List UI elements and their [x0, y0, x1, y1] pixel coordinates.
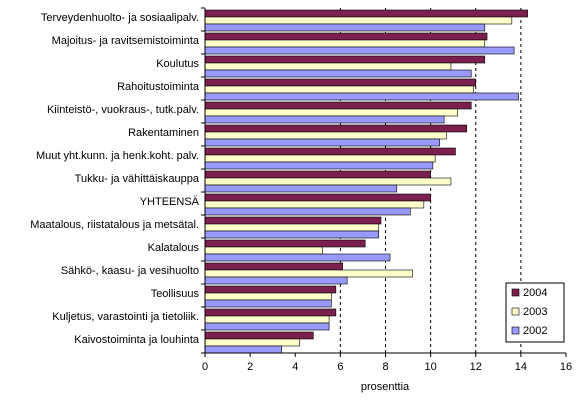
bar-2004	[204, 193, 431, 202]
bar-2004	[204, 32, 488, 41]
bar-2003	[204, 131, 447, 140]
bar-2004	[204, 124, 468, 133]
bar-2004	[204, 216, 382, 225]
bar-2004	[204, 78, 477, 87]
category-label: Koulutus	[156, 58, 199, 70]
bar-2004	[204, 55, 486, 64]
bar-2003	[204, 223, 380, 232]
x-tick-label: 8	[382, 361, 388, 373]
category-label: Kiinteistö-, vuokraus-, tutk.palv.	[47, 104, 199, 116]
category-label: Rahoitustoiminta	[117, 81, 200, 93]
bar-2004	[204, 101, 472, 110]
bar-2003	[204, 177, 452, 186]
category-labels: Terveydenhuolto- ja sosiaalipalv. Majoitu…	[30, 12, 200, 346]
bar-2004	[204, 262, 343, 271]
category-label: Muut yht.kunn. ja henk.koht. palv.	[36, 150, 199, 162]
bar-2003	[204, 62, 452, 71]
x-tick-label: 6	[337, 361, 343, 373]
x-axis: 0 2 4 6 8 10 12 14 16	[201, 7, 572, 373]
bar-2004	[204, 239, 366, 248]
bar-2004	[204, 331, 314, 340]
bar-2004	[204, 9, 528, 18]
bar-2002	[204, 138, 440, 147]
category-label: Kalatalous	[148, 242, 200, 254]
category-label: Kaivostoiminta ja louhinta	[74, 334, 200, 346]
bar-2002	[204, 161, 434, 170]
bar-2002	[204, 184, 398, 193]
bar-2002	[204, 230, 380, 239]
x-tick-label: 2	[247, 361, 253, 373]
bar-2004	[204, 285, 337, 294]
legend-swatch-2004	[511, 288, 520, 297]
category-label: YHTEENSÄ	[140, 196, 200, 208]
legend-swatch-2002	[511, 326, 520, 335]
bar-2002	[204, 92, 519, 101]
legend: 2004 2003 2002	[505, 282, 565, 343]
category-label: Maatalous, riistatalous ja metsätal.	[30, 219, 199, 231]
x-tick-label: 0	[202, 361, 208, 373]
bar-2003	[204, 269, 413, 278]
legend-label-2003: 2003	[523, 306, 547, 318]
x-axis-title: prosenttia	[361, 381, 410, 393]
x-tick-label: 10	[425, 361, 437, 373]
bar-2002	[204, 69, 472, 78]
bar-2003	[204, 16, 513, 25]
x-tick-label: 4	[292, 361, 298, 373]
legend-label-2004: 2004	[523, 287, 547, 299]
bar-2002	[204, 207, 411, 216]
bar-2004	[204, 308, 337, 317]
bar-2003	[204, 246, 323, 255]
category-label: Majoitus- ja ravitsemistoiminta	[52, 35, 200, 47]
bar-2003	[204, 200, 425, 209]
category-label: Terveydenhuolto- ja sosiaalipalv.	[41, 12, 199, 24]
bar-2002	[204, 23, 486, 32]
category-label: Sähkö-, kaasu- ja vesihuolto	[61, 265, 199, 277]
bars	[204, 9, 528, 354]
bar-2002	[204, 276, 348, 285]
category-label: Teollisuus	[151, 288, 200, 300]
category-label: Tukku- ja vähittäiskauppa	[75, 173, 200, 185]
bar-2002	[204, 299, 332, 308]
bar-2002	[204, 46, 515, 55]
bar-2004	[204, 170, 431, 179]
legend-swatch-2003	[511, 307, 520, 316]
legend-label-2002: 2002	[523, 325, 547, 337]
category-label: Rakentaminen	[128, 127, 199, 139]
x-tick-label: 16	[560, 361, 572, 373]
bar-2003	[204, 154, 436, 163]
bar-2002	[204, 115, 445, 124]
bar-2002	[204, 345, 283, 354]
bar-2003	[204, 338, 301, 347]
x-tick-label: 12	[470, 361, 482, 373]
bar-2003	[204, 315, 330, 324]
bar-2003	[204, 108, 458, 117]
bar-2002	[204, 253, 391, 262]
category-label: Kuljetus, varastointi ja tietoliik.	[52, 311, 199, 323]
bar-2003	[204, 292, 332, 301]
bar-2003	[204, 39, 486, 48]
bar-2002	[204, 322, 330, 331]
x-tick-label: 14	[515, 361, 527, 373]
bar-2003	[204, 85, 474, 94]
bar-2004	[204, 147, 456, 156]
